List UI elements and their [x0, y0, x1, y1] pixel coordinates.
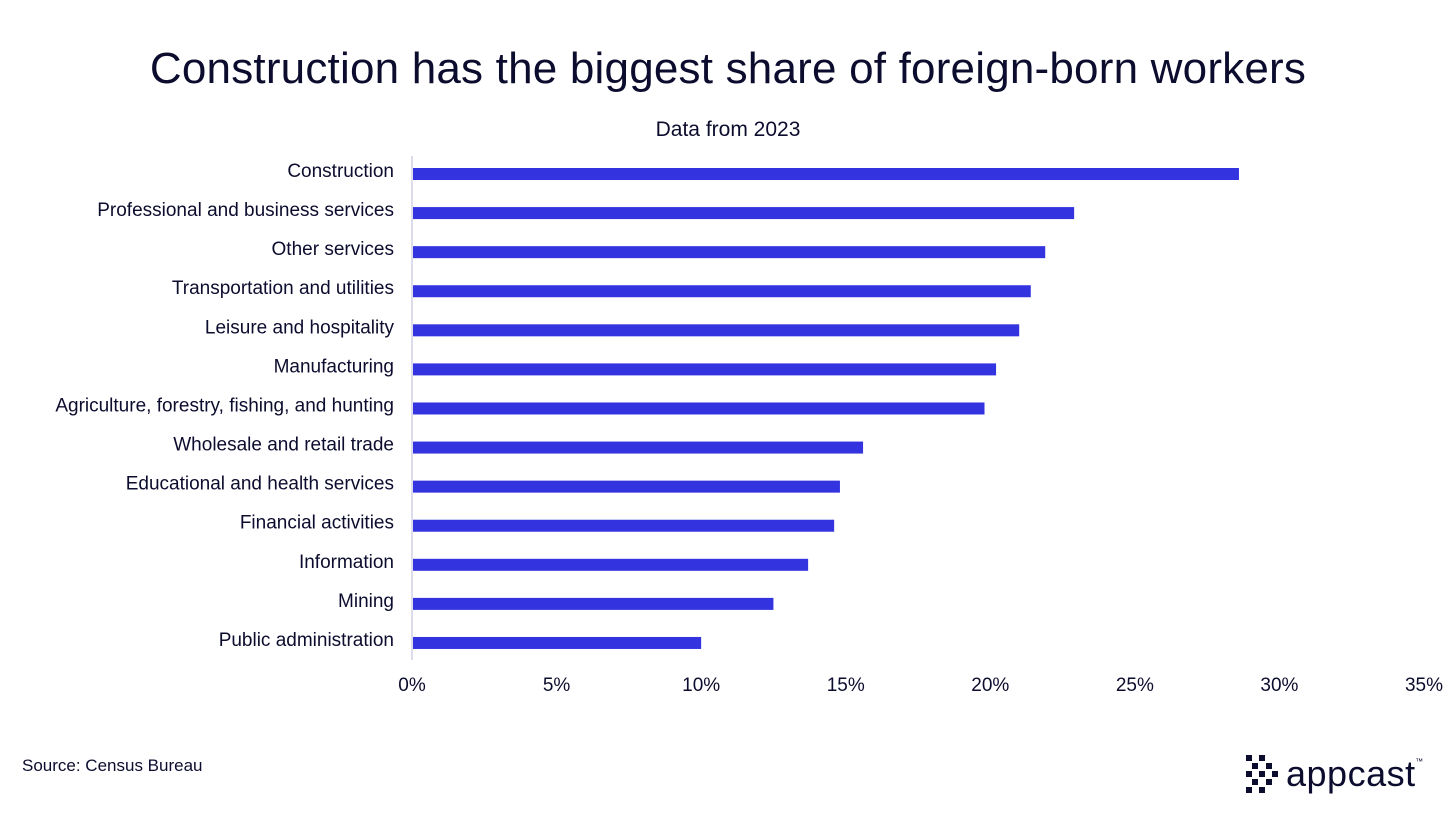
x-tick-label: 20%	[971, 675, 1009, 696]
appcast-wordmark: appcast ™	[1286, 753, 1424, 794]
bar	[413, 363, 997, 376]
bar	[413, 207, 1075, 220]
category-label: Construction	[287, 161, 394, 182]
category-label: Leisure and hospitality	[205, 317, 395, 338]
category-label: Agriculture, forestry, fishing, and hunt…	[55, 395, 394, 416]
category-label: Information	[299, 552, 394, 573]
bar	[413, 285, 1031, 298]
x-tick-label: 10%	[682, 675, 720, 696]
bar	[413, 324, 1020, 337]
x-tick-label: 15%	[827, 675, 865, 696]
category-label: Mining	[338, 591, 394, 612]
bar	[413, 558, 809, 571]
category-label: Other services	[272, 239, 394, 260]
x-tick-label: 25%	[1116, 675, 1154, 696]
category-label: Professional and business services	[97, 200, 394, 221]
bar	[413, 597, 774, 610]
category-label: Wholesale and retail trade	[173, 435, 394, 456]
x-tick-label: 30%	[1260, 675, 1298, 696]
bar	[413, 402, 985, 415]
category-label: Transportation and utilities	[172, 278, 394, 299]
bar	[413, 168, 1239, 180]
bar	[413, 636, 702, 649]
category-label: Educational and health services	[126, 474, 394, 495]
category-label: Financial activities	[240, 513, 394, 534]
chart-subtitle: Data from 2023	[655, 118, 801, 141]
x-tick-label: 5%	[543, 675, 571, 696]
appcast-logo: appcast ™	[1246, 753, 1424, 794]
bar	[413, 480, 840, 493]
bar	[413, 441, 864, 454]
x-tick-label: 0%	[398, 675, 426, 696]
source-note: Source: Census Bureau	[22, 756, 203, 775]
bar	[413, 519, 835, 532]
bar	[413, 246, 1046, 259]
category-label: Public administration	[219, 630, 394, 651]
chart-title: Construction has the biggest share of fo…	[149, 44, 1307, 93]
category-label: Manufacturing	[274, 356, 394, 377]
x-tick-label: 35%	[1405, 675, 1443, 696]
appcast-logo-icon	[1246, 755, 1278, 793]
